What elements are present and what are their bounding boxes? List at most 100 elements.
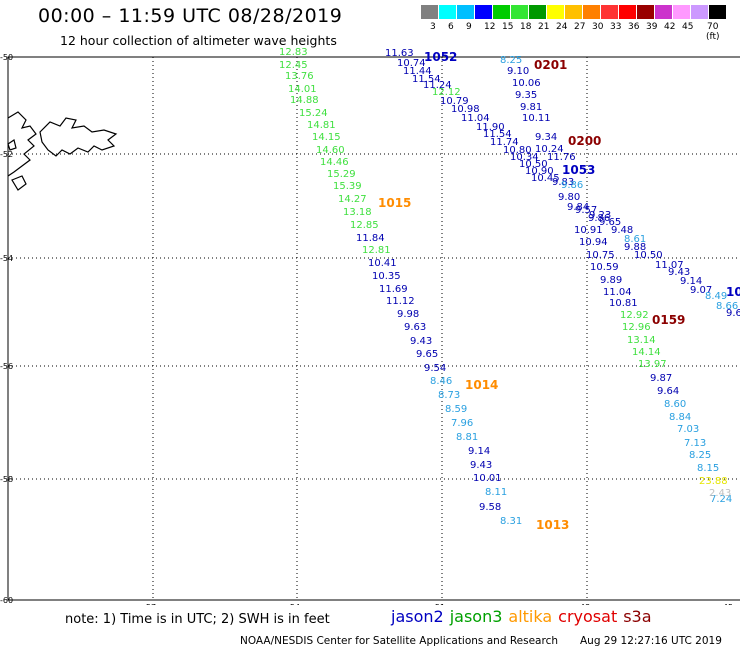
swh-value: 9.54 (424, 363, 446, 374)
swh-value: 10.94 (579, 237, 608, 248)
swh-value: 11.12 (386, 296, 415, 307)
swh-value: 9.23 (589, 210, 611, 221)
swh-value: 9.58 (479, 502, 501, 513)
chart-subtitle: 12 hour collection of altimeter wave hei… (60, 33, 337, 48)
colorbar-label: 3 (430, 22, 436, 32)
swh-value: 9.43 (668, 267, 690, 278)
swh-value: 14.46 (320, 157, 349, 168)
colorbar-swatch (511, 5, 528, 19)
swh-value: 11.54 (412, 74, 441, 85)
generated-timestamp: Aug 29 12:27:16 UTC 2019 (580, 635, 722, 647)
swh-value: 8.49 (705, 291, 727, 302)
pass-number-label: 0159 (652, 313, 685, 327)
swh-value: 9.6 (726, 308, 740, 319)
colorbar-label: 27 (574, 22, 586, 32)
swh-value: 8.84 (669, 412, 691, 423)
swh-value: 7.13 (684, 438, 706, 449)
legend-item-jason3: jason3 (449, 607, 503, 626)
swh-value: 8.15 (697, 463, 719, 474)
swh-value: 8.61 (624, 234, 646, 245)
swh-value: 8.11 (485, 487, 507, 498)
legend-item-cryosat: cryosat (558, 607, 618, 626)
longitude-labels: -57 -54 -51 -48 -45 (143, 603, 733, 605)
swh-value: 15.39 (333, 181, 362, 192)
legend-item-altika: altika (508, 607, 553, 626)
pass-labels: 1052 0201 0200 1053 1015 0159 1014 1013 10 (378, 50, 740, 532)
colorbar-label: 36 (628, 22, 640, 32)
swh-value: 11.69 (379, 284, 408, 295)
swh-value: 9.10 (507, 66, 529, 77)
swh-value: 10.01 (473, 473, 502, 484)
colorbar-swatch (655, 5, 672, 19)
swh-value: 10.45 (531, 173, 560, 184)
swh-value: 15.24 (299, 108, 328, 119)
colorbar-label: 9 (466, 22, 472, 32)
swh-value: 9.86 (588, 213, 610, 224)
chart-title: 00:00 – 11:59 UTC 08/28/2019 (38, 5, 343, 27)
longitude-label: -57 (143, 603, 156, 605)
swh-value: 11.63 (385, 48, 414, 59)
satellite-legend: jason2 jason3 altika cryosat s3a (391, 607, 658, 626)
swh-value: 10.74 (397, 58, 426, 69)
colorbar-swatch (619, 5, 636, 19)
swh-value: 10.50 (519, 159, 548, 170)
swh-value: 10.59 (590, 262, 619, 273)
swh-value: 9.34 (535, 132, 557, 143)
latitude-label: -52 (0, 150, 13, 159)
swh-value: 9.35 (515, 90, 537, 101)
swh-value: 8.81 (456, 432, 478, 443)
swh-value: 11.07 (655, 260, 684, 271)
swh-value: 9.89 (600, 275, 622, 286)
colorbar-label: 21 (538, 22, 550, 32)
swh-value: 9.87 (650, 373, 672, 384)
latitude-label: -54 (0, 254, 13, 263)
swh-value: 12.96 (622, 322, 651, 333)
swh-value: 7.24 (710, 494, 732, 505)
swh-value: 10.11 (522, 113, 551, 124)
colorbar-label: 42 (664, 22, 676, 32)
swh-value: 14.15 (312, 132, 341, 143)
colorbar-label: 70 (ft) (706, 22, 720, 42)
swh-value: 8.25 (500, 55, 522, 66)
colorbar-swatch (547, 5, 564, 19)
altimeter-map: -50 -52 -54 -56 -58 -60 -57 -54 -51 -48 -45 12.83… (0, 47, 740, 605)
colorbar-swatch (637, 5, 654, 19)
footer-note: note: 1) Time is in UTC; 2) SWH is in fe… (65, 612, 330, 627)
colorbar-swatch (691, 5, 708, 19)
credit-line: NOAA/NESDIS Center for Satellite Applica… (240, 635, 558, 647)
colorbar-label: 6 (448, 22, 454, 32)
swh-value: 13.18 (343, 207, 372, 218)
latitude-label: -56 (0, 362, 13, 371)
swh-value: 9.14 (468, 446, 490, 457)
colorbar-swatch (583, 5, 600, 19)
swh-value: 11.90 (476, 122, 505, 133)
pass-number-label: 1014 (465, 378, 498, 392)
swh-value: 7.03 (677, 424, 699, 435)
colorbar-swatch (457, 5, 474, 19)
swh-value: 11.54 (483, 129, 512, 140)
swh-value: 9.63 (404, 322, 426, 333)
swh-value: 9.64 (657, 386, 679, 397)
swh-value: 2.43 (709, 488, 731, 499)
pass-number-label: 1013 (536, 518, 569, 532)
swh-value: 8.60 (664, 399, 686, 410)
swh-value: 9.65 (416, 349, 438, 360)
swh-value: 13.14 (627, 335, 656, 346)
swh-value: 9.43 (470, 460, 492, 471)
swh-value: 11.44 (403, 66, 432, 77)
colorbar-swatch (565, 5, 582, 19)
swh-value: 10.81 (609, 298, 638, 309)
colorbar-label: 18 (520, 22, 532, 32)
legend-item-s3a: s3a (623, 607, 652, 626)
swh-value: 9.83 (552, 177, 574, 188)
latitude-labels: -50 -52 -54 -56 -58 -60 (0, 53, 13, 605)
graticule (8, 57, 740, 600)
swh-value: 12.81 (362, 245, 391, 256)
colorbar-label: 30 (592, 22, 604, 32)
swh-value: 13.97 (638, 359, 667, 370)
pass-number-label: 1052 (424, 50, 457, 64)
swh-value: 8.66 (716, 301, 738, 312)
swh-value: 10.06 (512, 78, 541, 89)
swh-value: 9.48 (611, 225, 633, 236)
colorbar-swatch (601, 5, 618, 19)
